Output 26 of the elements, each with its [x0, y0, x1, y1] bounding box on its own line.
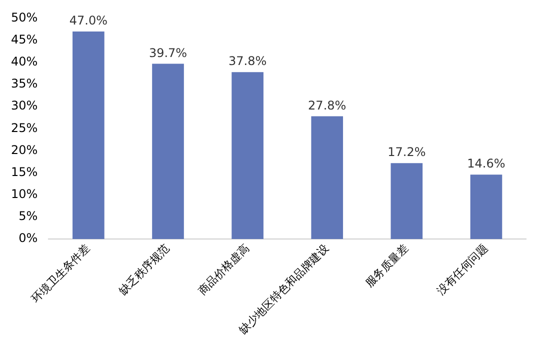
- y-tick-label: 10%: [11, 187, 38, 202]
- y-tick-label: 45%: [11, 32, 38, 46]
- y-tick-label: 5%: [18, 209, 38, 224]
- bar: [72, 31, 104, 240]
- x-tick-label: 服务质量差: [362, 242, 411, 290]
- bar: [470, 174, 502, 240]
- y-tick-label: 25%: [11, 120, 38, 135]
- data-label: 14.6%: [467, 156, 506, 171]
- data-label: 47.0%: [69, 14, 108, 28]
- y-tick-label: 15%: [11, 164, 38, 179]
- bar: [152, 64, 184, 240]
- data-label: 17.2%: [388, 145, 426, 160]
- y-tick-label: 40%: [11, 54, 38, 69]
- x-tick-label: 缺乏秩序规范: [116, 242, 172, 298]
- x-tick-label: 没有任何问题: [434, 242, 490, 298]
- data-label: 27.8%: [308, 98, 346, 112]
- data-label: 39.7%: [148, 46, 188, 60]
- bar: [390, 163, 423, 240]
- x-tick-label: 商品价格虚高: [196, 242, 252, 298]
- bar: [311, 116, 344, 240]
- data-label: 37.8%: [228, 54, 267, 68]
- y-tick-label: 35%: [11, 76, 38, 91]
- y-tick-label: 30%: [11, 98, 38, 113]
- y-tick-label: 20%: [11, 142, 38, 157]
- bar: [232, 72, 264, 240]
- y-tick-label: 50%: [11, 10, 38, 24]
